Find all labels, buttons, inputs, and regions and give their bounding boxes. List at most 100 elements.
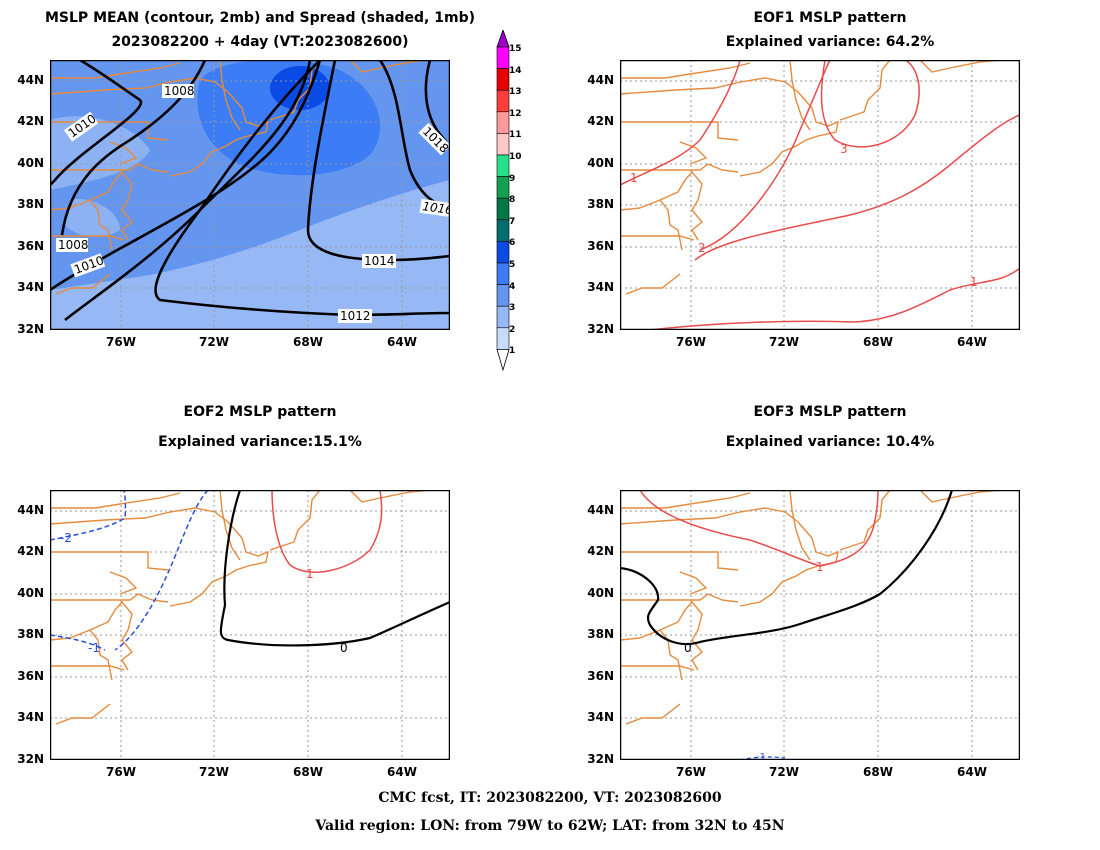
colorbar-label: 14 bbox=[509, 66, 522, 76]
lat-label: 40N bbox=[587, 156, 614, 170]
contour-label: -2 bbox=[60, 531, 72, 545]
contour-label: -1 bbox=[756, 752, 766, 760]
coastlines bbox=[619, 489, 1001, 725]
coastlines bbox=[49, 489, 431, 725]
lon-label: 64W bbox=[387, 765, 417, 779]
contour-label: 1 bbox=[630, 171, 638, 185]
lat-label: 36N bbox=[587, 239, 614, 253]
eof1-contour-labels: 1 3 2 1 bbox=[630, 142, 978, 289]
contour-label: 3 bbox=[840, 142, 848, 156]
lat-label: 34N bbox=[17, 280, 44, 294]
eof2-zero-contour bbox=[219, 489, 451, 647]
contour-label: 0 bbox=[340, 641, 348, 655]
lon-label: 76W bbox=[676, 335, 706, 349]
contour-label: 1012 bbox=[340, 309, 371, 323]
eof3-zero-contour bbox=[619, 489, 954, 646]
contour-label: 1016 bbox=[422, 199, 450, 217]
colorbar-label: 2 bbox=[509, 325, 516, 335]
lat-label: 40N bbox=[17, 586, 44, 600]
lat-label: 44N bbox=[17, 503, 44, 517]
eof3-panel-subtitle: Explained variance: 10.4% bbox=[725, 434, 935, 450]
colorbar-swatch bbox=[496, 68, 510, 91]
colorbar-label: 1 bbox=[509, 346, 516, 356]
coastlines bbox=[619, 59, 1001, 295]
eof3-map-svg: 1 0 -1 bbox=[619, 489, 1021, 763]
mean-panel-subtitle: 2023082200 + 4day (VT:2023082600) bbox=[111, 34, 409, 50]
colorbar-label: 5 bbox=[509, 260, 516, 270]
colorbar-swatch bbox=[496, 154, 510, 177]
colorbar-label: 4 bbox=[509, 282, 516, 292]
lon-label: 72W bbox=[769, 335, 799, 349]
colorbar-swatch bbox=[496, 111, 510, 134]
lat-label: 32N bbox=[587, 322, 614, 336]
graticule bbox=[620, 490, 1020, 760]
lat-label: 34N bbox=[17, 710, 44, 724]
lon-label: 76W bbox=[106, 765, 136, 779]
map-frame bbox=[49, 59, 451, 331]
footer-forecast-info: CMC fcst, IT: 2023082200, VT: 2023082600 bbox=[378, 790, 722, 806]
lat-label: 38N bbox=[17, 197, 44, 211]
map-frame bbox=[49, 489, 451, 761]
lat-label: 38N bbox=[17, 627, 44, 641]
coastlines bbox=[50, 60, 431, 295]
lat-label: 40N bbox=[17, 156, 44, 170]
lat-label: 44N bbox=[17, 73, 44, 87]
contour-label: 1008 bbox=[164, 84, 195, 98]
lat-label: 38N bbox=[587, 197, 614, 211]
eof2-panel-subtitle: Explained variance:15.1% bbox=[158, 434, 362, 450]
lon-label: 64W bbox=[957, 765, 987, 779]
lat-label: 32N bbox=[17, 752, 44, 766]
lat-label: 42N bbox=[17, 114, 44, 128]
colorbar-swatch bbox=[496, 46, 510, 69]
contour-label: 0 bbox=[684, 641, 692, 655]
eof2-positive-contours bbox=[271, 489, 383, 573]
lon-label: 72W bbox=[769, 765, 799, 779]
colorbar-label: 3 bbox=[509, 303, 516, 313]
spread-shade-level2-west-b bbox=[65, 199, 120, 237]
lon-label: 72W bbox=[199, 765, 229, 779]
lat-label: 42N bbox=[17, 544, 44, 558]
mean-spread-map: 1008 1010 1018 1016 1008 1010 bbox=[49, 59, 451, 331]
colorbar-label: 7 bbox=[509, 217, 516, 227]
colorbar-label: 11 bbox=[509, 130, 522, 140]
lat-label: 38N bbox=[587, 627, 614, 641]
colorbar-label: 13 bbox=[509, 87, 522, 97]
eof3-map: 1 0 -1 bbox=[619, 489, 1021, 763]
colorbar-swatch bbox=[496, 176, 510, 199]
lat-label: 44N bbox=[587, 73, 614, 87]
eof3-panel-title: EOF3 MSLP pattern bbox=[753, 404, 907, 420]
spread-colorbar bbox=[494, 28, 524, 375]
eof2-panel-title: EOF2 MSLP pattern bbox=[183, 404, 337, 420]
mean-spread-map-svg: 1008 1010 1018 1016 1008 1010 bbox=[49, 59, 451, 331]
colorbar-swatch bbox=[496, 262, 510, 285]
colorbar-swatch bbox=[496, 89, 510, 113]
eof1-map: 1 3 2 1 bbox=[619, 59, 1021, 331]
contour-label: 1014 bbox=[364, 254, 395, 268]
lat-label: 34N bbox=[587, 710, 614, 724]
contour-label: -1 bbox=[88, 641, 100, 655]
eof2-contour-labels: -2 1 0 -1 bbox=[60, 531, 348, 655]
lon-label: 76W bbox=[676, 765, 706, 779]
eof2-negative-contours bbox=[49, 489, 209, 651]
graticule bbox=[620, 60, 1020, 330]
lat-label: 36N bbox=[587, 669, 614, 683]
lat-label: 32N bbox=[17, 322, 44, 336]
lat-label: 42N bbox=[587, 544, 614, 558]
colorbar-top-arrow bbox=[496, 28, 510, 48]
lon-label: 68W bbox=[293, 335, 323, 349]
contour-label: 1 bbox=[970, 275, 978, 289]
eof3-contour-labels: 1 0 -1 bbox=[684, 560, 824, 763]
mean-mslp-contours bbox=[50, 60, 450, 322]
colorbar-swatch bbox=[496, 219, 510, 242]
colorbar-label: 6 bbox=[509, 238, 516, 248]
eof1-panel-title: EOF1 MSLP pattern bbox=[753, 10, 907, 26]
colorbar-bottom-arrow bbox=[496, 348, 510, 372]
eof2-map: -2 1 0 -1 bbox=[49, 489, 451, 761]
mean-panel-title: MSLP MEAN (contour, 2mb) and Spread (sha… bbox=[45, 10, 475, 26]
lon-label: 76W bbox=[106, 335, 136, 349]
lat-label: 42N bbox=[587, 114, 614, 128]
lat-label: 44N bbox=[587, 503, 614, 517]
colorbar-swatch bbox=[496, 284, 510, 307]
colorbar-label: 9 bbox=[509, 174, 516, 184]
eof3-positive-contours bbox=[639, 489, 879, 567]
